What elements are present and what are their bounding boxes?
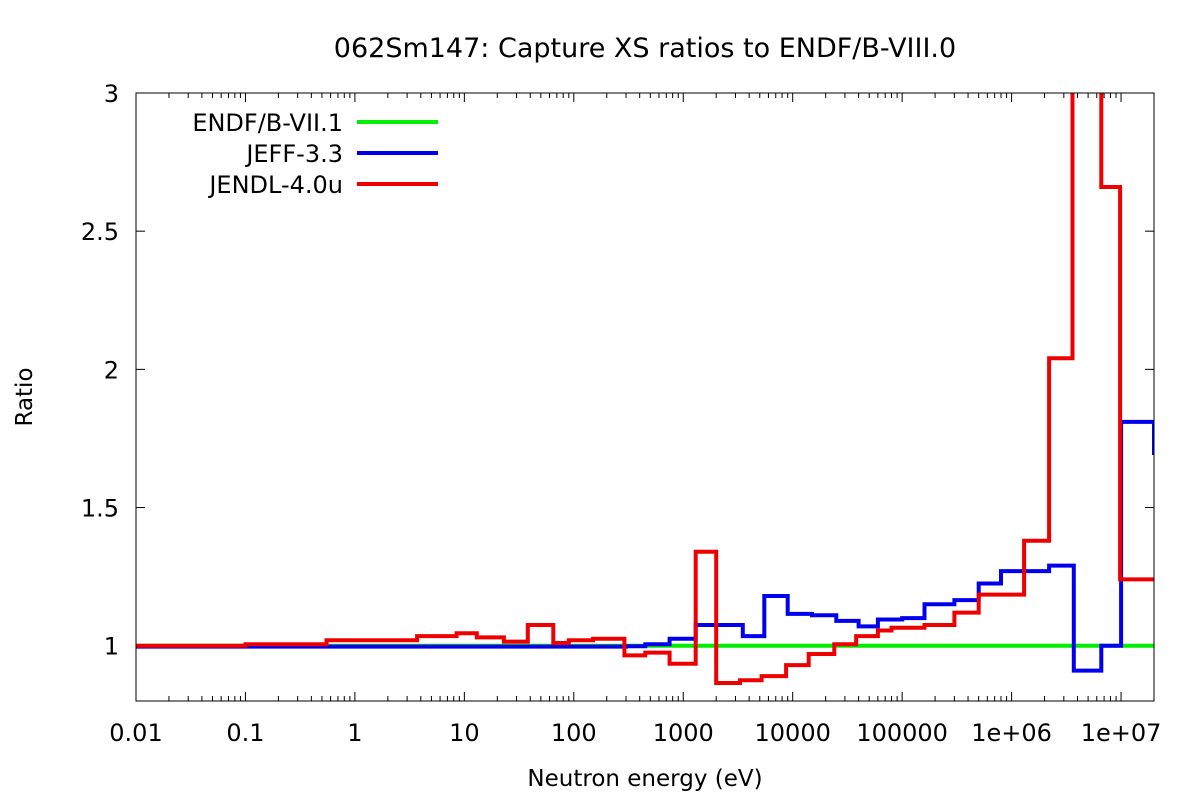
- y-tick-labels: 1 1.5 2 2.5 3: [81, 80, 119, 661]
- y-axis-label: Ratio: [12, 367, 38, 426]
- legend-label: JENDL-4.0u: [207, 171, 343, 199]
- x-tick-label: 1e+06: [971, 719, 1052, 747]
- y-tick-label: 2.5: [81, 218, 119, 246]
- x-tick-label: 1: [347, 719, 362, 747]
- x-tick-label: 10: [449, 719, 480, 747]
- x-tick-label: 0.1: [226, 719, 264, 747]
- legend: ENDF/B-VII.1 JEFF-3.3 JENDL-4.0u: [192, 109, 438, 199]
- x-tick-label: 1e+07: [1081, 719, 1162, 747]
- x-tick-label: 100000: [856, 719, 948, 747]
- series-line-jendl-4-0u: [136, 93, 1154, 685]
- series-line-jeff-3-3: [136, 419, 1154, 673]
- y-tick-label: 2: [104, 356, 119, 384]
- axis-ticks: [135, 92, 1155, 701]
- x-tick-label: 100: [551, 719, 597, 747]
- legend-label: JEFF-3.3: [244, 140, 343, 168]
- plot-frame: [135, 92, 1155, 702]
- chart-title: 062Sm147: Capture XS ratios to ENDF/B-VI…: [334, 33, 956, 64]
- x-tick-label: 10000: [755, 719, 831, 747]
- y-tick-label: 1.5: [81, 495, 119, 523]
- x-axis-label: Neutron energy (eV): [527, 766, 762, 792]
- x-tick-labels: 0.01 0.1 1 10 100 1000 10000 100000 1e+06 1e+07: [109, 719, 1161, 747]
- y-tick-label: 3: [104, 80, 119, 108]
- x-tick-label: 0.01: [109, 719, 162, 747]
- series-layer: [136, 93, 1154, 685]
- y-tick-label: 1: [104, 633, 119, 661]
- legend-label: ENDF/B-VII.1: [192, 109, 343, 137]
- x-tick-label: 1000: [653, 719, 714, 747]
